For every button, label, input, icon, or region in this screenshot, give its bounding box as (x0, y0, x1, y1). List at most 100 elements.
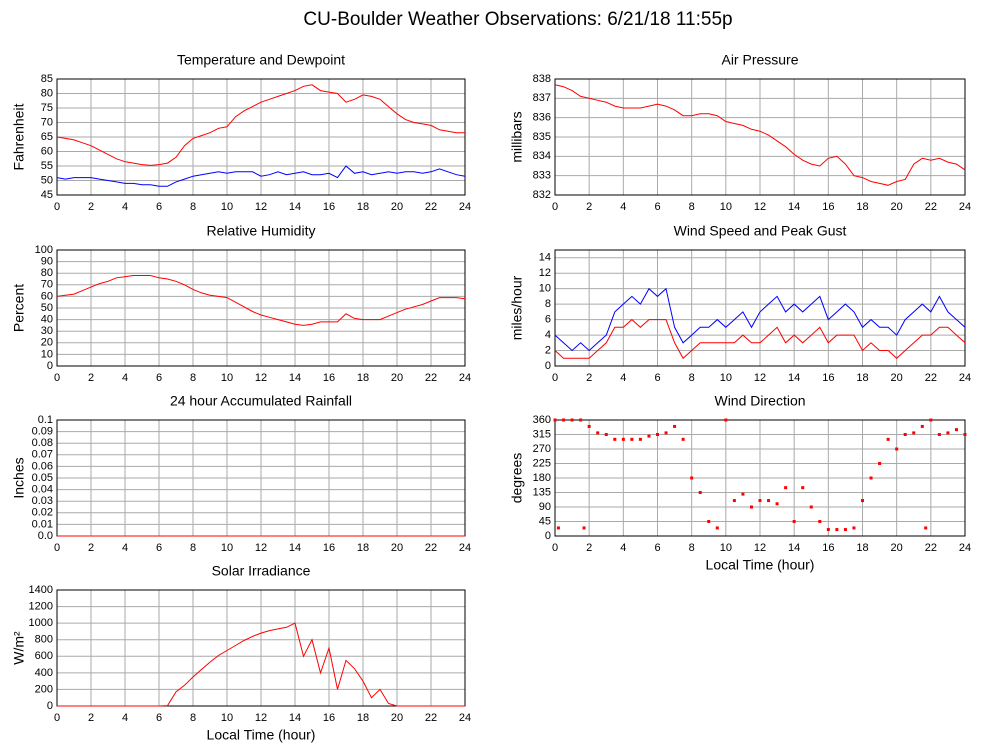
x-tick-label: 6 (156, 372, 162, 384)
x-tick-label: 18 (357, 372, 369, 384)
y-tick-label: 315 (533, 428, 551, 440)
x-tick-label: 18 (856, 542, 868, 554)
data-line (554, 84, 966, 186)
x-tick-label: 24 (459, 712, 471, 724)
y-tick-label: 832 (533, 189, 551, 201)
x-tick-label: 8 (689, 201, 695, 213)
y-tick-label: 1400 (29, 584, 53, 596)
data-point (869, 476, 873, 480)
data-point (895, 447, 899, 451)
x-tick-label: 6 (654, 372, 660, 384)
x-tick-label: 20 (391, 201, 403, 213)
x-tick-label: 12 (255, 712, 267, 724)
y-tick-label: 90 (539, 501, 551, 513)
x-tick-label: 22 (425, 372, 437, 384)
x-tick-label: 4 (620, 542, 626, 554)
x-tick-label: 14 (788, 201, 800, 213)
x-tick-label: 24 (959, 542, 971, 554)
x-tick-label: 10 (720, 201, 732, 213)
data-point (937, 433, 941, 436)
x-tick-label: 8 (190, 712, 196, 724)
x-tick-label: 16 (822, 372, 834, 384)
x-tick-label: 12 (255, 542, 267, 554)
x-tick-label: 20 (391, 542, 403, 554)
x-tick-label: 8 (689, 542, 695, 554)
x-tick-label: 20 (891, 372, 903, 384)
chart-title: Temperature and Dewpoint (177, 52, 345, 68)
y-tick-label: 838 (533, 73, 551, 85)
data-point (732, 499, 736, 503)
x-tick-label: 16 (822, 201, 834, 213)
x-tick-label: 2 (586, 542, 592, 554)
y-tick-label: 10 (41, 348, 53, 360)
x-tick-label: 4 (620, 372, 626, 384)
y-tick-label: 0.0 (38, 530, 53, 542)
y-tick-label: 65 (41, 131, 53, 143)
y-tick-label: 836 (533, 112, 551, 124)
y-axis-label: Inches (11, 457, 27, 498)
x-tick-label: 2 (586, 201, 592, 213)
y-axis-label: degrees (509, 453, 525, 504)
y-tick-label: 2 (545, 344, 551, 356)
x-tick-label: 14 (788, 542, 800, 554)
data-point (664, 431, 668, 435)
y-tick-label: 50 (41, 302, 53, 314)
x-tick-label: 24 (459, 372, 471, 384)
x-tick-label: 22 (425, 201, 437, 213)
x-tick-label: 0 (54, 712, 60, 724)
x-tick-label: 12 (754, 372, 766, 384)
y-axis-label: W/m² (11, 631, 27, 665)
y-tick-label: 14 (539, 252, 551, 264)
data-point (861, 499, 864, 503)
y-tick-label: 10 (539, 283, 551, 295)
x-tick-label: 10 (221, 712, 233, 724)
y-tick-label: 100 (35, 244, 53, 256)
data-point (741, 492, 745, 496)
data-point (835, 528, 839, 532)
data-point (809, 505, 813, 509)
y-tick-label: 400 (35, 667, 53, 679)
data-point (690, 476, 694, 480)
x-tick-label: 4 (122, 201, 128, 213)
data-point (715, 526, 719, 530)
y-tick-label: 0.09 (32, 426, 53, 438)
x-tick-label: 8 (190, 542, 196, 554)
data-line (554, 287, 966, 352)
x-tick-label: 0 (552, 372, 558, 384)
data-point (621, 437, 625, 441)
data-point (946, 431, 950, 435)
x-tick-label: 18 (357, 201, 369, 213)
y-tick-label: 0.1 (38, 414, 53, 426)
plot-frame (56, 249, 466, 367)
y-tick-label: 90 (41, 256, 53, 268)
x-tick-label: 2 (586, 372, 592, 384)
x-tick-label: 16 (323, 542, 335, 554)
x-tick-label: 0 (54, 542, 60, 554)
y-tick-label: 0.01 (32, 518, 53, 530)
y-axis-label: millibars (509, 111, 525, 162)
x-axis-label: Local Time (hour) (706, 557, 815, 573)
y-tick-label: 0 (545, 530, 551, 542)
y-tick-label: 8 (545, 298, 551, 310)
plot-frame (554, 78, 966, 196)
x-tick-label: 4 (122, 542, 128, 554)
y-tick-label: 225 (533, 457, 551, 469)
x-tick-label: 16 (323, 201, 335, 213)
y-tick-label: 270 (533, 443, 551, 455)
y-tick-label: 0.02 (32, 507, 53, 519)
x-tick-label: 22 (925, 201, 937, 213)
data-point (792, 520, 796, 523)
data-point (613, 437, 617, 441)
x-tick-label: 24 (959, 372, 971, 384)
y-tick-label: 835 (533, 131, 551, 143)
y-tick-label: 0.03 (32, 495, 53, 507)
data-point (553, 418, 557, 422)
y-axis-label: Fahrenheit (11, 103, 27, 170)
x-tick-label: 6 (654, 201, 660, 213)
x-tick-label: 16 (822, 542, 834, 554)
x-tick-label: 14 (289, 201, 301, 213)
data-point (758, 499, 762, 503)
figure-title: CU-Boulder Weather Observations: 6/21/18… (303, 9, 732, 30)
y-tick-label: 60 (41, 145, 53, 157)
